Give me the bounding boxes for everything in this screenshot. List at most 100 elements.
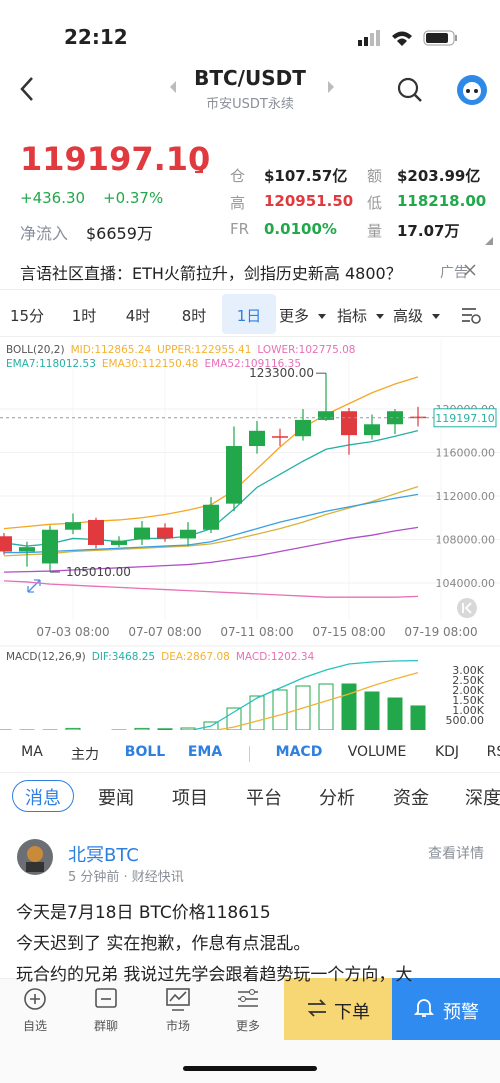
candle-body xyxy=(318,411,334,420)
legend-entry: MID:112865.24 xyxy=(71,344,152,356)
period-selected-bg xyxy=(222,294,276,334)
dropdown-caret xyxy=(376,314,384,319)
indicator-tab[interactable]: RSI xyxy=(486,744,500,760)
search-button[interactable] xyxy=(396,76,424,104)
indicator-tab[interactable]: EMA xyxy=(187,744,223,760)
period-tab[interactable]: 4时 xyxy=(125,307,151,325)
indicator-line xyxy=(4,493,419,554)
symbol-title[interactable]: BTC/USDT xyxy=(194,66,306,90)
legend-entry: LOWER:102775.08 xyxy=(257,344,355,356)
news-tab[interactable]: 消息 xyxy=(25,788,61,809)
macd-bar xyxy=(134,727,150,730)
order-button[interactable] xyxy=(284,978,392,1040)
macd-legend: MACD(12,26,9) xyxy=(6,651,86,663)
x-tick-label: 07-11 08:00 xyxy=(220,625,293,639)
period-tab[interactable]: 15分 xyxy=(9,307,45,325)
news-tab[interactable]: 项目 xyxy=(172,788,208,809)
news-tab[interactable]: 深度 xyxy=(465,788,500,809)
candle-body xyxy=(226,446,242,504)
symbol-subtitle: 币安USDT永续 xyxy=(206,93,294,112)
macd-bar xyxy=(318,683,334,730)
macd-bar xyxy=(387,697,403,730)
period-tab[interactable]: 1时 xyxy=(71,307,97,325)
fullscreen-icon[interactable] xyxy=(27,579,41,593)
macd-bar xyxy=(0,729,12,730)
post-link[interactable]: 查看详情 xyxy=(428,846,484,862)
indicator-tab[interactable]: BOLL xyxy=(124,744,166,760)
stat-label: 额 xyxy=(367,167,383,185)
legend-entry: EMA7:118012.53 xyxy=(6,358,96,370)
period-tab[interactable]: 更多 xyxy=(278,307,310,325)
legend-entry: BOLL(20,2) xyxy=(6,344,65,356)
nav-label[interactable]: 自选 xyxy=(22,1019,48,1033)
assistant-avatar[interactable] xyxy=(456,74,488,106)
order-label[interactable]: 下单 xyxy=(334,1002,370,1023)
candle-body xyxy=(249,430,265,447)
macd-bar xyxy=(65,727,81,730)
nav-label[interactable]: 市场 xyxy=(165,1019,191,1033)
macd-tick-label: 3.00K xyxy=(452,664,484,677)
alert-button[interactable] xyxy=(392,978,500,1040)
period-tab[interactable]: 8时 xyxy=(181,307,207,325)
news-tab[interactable]: 要闻 xyxy=(98,788,134,809)
candle-body xyxy=(341,411,357,436)
ticker-text[interactable]: 言语社区直播：ETH火箭拉升，剑指历史新高 4800？ xyxy=(20,264,402,283)
candle-body xyxy=(0,536,12,552)
stat-value: 120951.50 xyxy=(264,192,354,210)
x-tick-label: 07-03 08:00 xyxy=(36,625,109,639)
news-tab[interactable]: 分析 xyxy=(319,788,355,809)
macd-legend: DIF:3468.25 xyxy=(92,651,155,663)
candle-body xyxy=(387,411,403,425)
candle-body xyxy=(203,504,219,530)
stat-label: 高 xyxy=(230,194,246,212)
indicator-tab[interactable]: VOLUME xyxy=(347,744,407,760)
news-tab[interactable]: 平台 xyxy=(246,788,282,809)
candle-body xyxy=(111,540,127,545)
indicator-tab[interactable]: 主力 xyxy=(71,747,99,763)
ticker-close[interactable] xyxy=(464,264,476,276)
kline-chart[interactable]: 104000.00108000.00112000.00116000.001200… xyxy=(0,0,500,740)
chart-settings[interactable] xyxy=(460,305,482,325)
candle-body xyxy=(42,529,58,564)
macd-tick-label: 1.50K xyxy=(452,694,484,707)
author-name[interactable]: 北冥BTC xyxy=(68,845,139,866)
candle-body xyxy=(65,522,81,530)
back-button[interactable] xyxy=(18,76,38,102)
ticker-tag: 广告 xyxy=(440,265,468,281)
nav-label[interactable]: 更多 xyxy=(235,1019,261,1033)
news-tab-selected xyxy=(12,780,74,812)
indicator-tab[interactable]: MACD xyxy=(275,744,323,760)
macd-bar xyxy=(19,729,35,730)
status-icons xyxy=(358,30,457,46)
expand-corner[interactable] xyxy=(484,236,494,246)
post-line: 今天是7月18日 BTC价格118615 xyxy=(16,903,271,923)
period-tab[interactable]: 高级 xyxy=(392,307,424,325)
indicator-tab[interactable]: KDJ xyxy=(434,744,460,760)
divider xyxy=(0,772,500,773)
switch-arrows[interactable] xyxy=(168,80,338,94)
alert-label[interactable]: 预警 xyxy=(443,1002,479,1023)
status-time: 22:12 xyxy=(64,25,128,49)
macd-legend: DEA:2867.08 xyxy=(161,651,230,663)
x-tick-label: 07-15 08:00 xyxy=(312,625,385,639)
macd-bar xyxy=(111,729,127,730)
stat-label: 量 xyxy=(367,222,383,240)
divider xyxy=(0,289,500,290)
stat-value: 0.0100% xyxy=(264,220,337,238)
period-tab[interactable]: 1日 xyxy=(236,307,262,325)
macd-tick-label: 2.50K xyxy=(452,674,484,687)
indicator-line xyxy=(3,526,419,573)
author-avatar[interactable] xyxy=(16,838,54,876)
x-tick-label: 07-19 08:00 xyxy=(404,625,477,639)
period-tab[interactable]: 指标 xyxy=(336,307,368,325)
news-tab[interactable]: 资金 xyxy=(393,788,429,809)
macd-line xyxy=(189,659,419,730)
indicator-tab[interactable]: MA xyxy=(21,744,43,760)
y-tick-label: 104000.00 xyxy=(436,577,496,590)
indicator-separator xyxy=(249,746,250,762)
nav-label[interactable]: 群聊 xyxy=(93,1019,119,1033)
macd-bar xyxy=(272,689,288,730)
macd-bar xyxy=(157,728,173,730)
candle-body xyxy=(157,527,173,539)
